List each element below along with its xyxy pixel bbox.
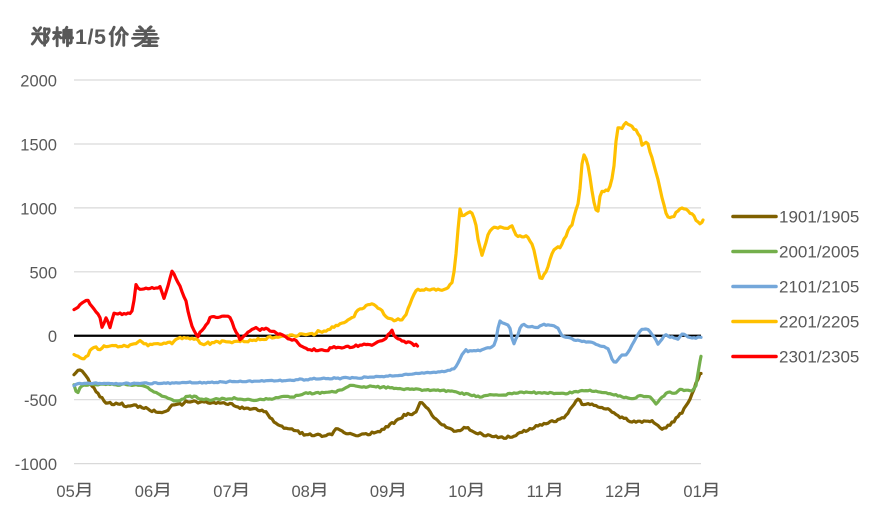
svg-text:1901/1905: 1901/1905: [779, 208, 859, 227]
svg-text:05: 05: [56, 483, 74, 501]
svg-text:1500: 1500: [20, 137, 57, 155]
svg-text:-500: -500: [24, 392, 57, 410]
svg-text:-1000: -1000: [15, 456, 57, 474]
svg-text:2101/2105: 2101/2105: [779, 278, 859, 297]
svg-text:07: 07: [213, 483, 231, 501]
svg-text:08: 08: [292, 483, 310, 501]
svg-text:1/5: 1/5: [75, 25, 106, 49]
svg-text:01: 01: [683, 483, 701, 501]
svg-text:1000: 1000: [20, 200, 57, 218]
svg-text:2201/2205: 2201/2205: [779, 313, 859, 332]
svg-text:06: 06: [135, 483, 153, 501]
svg-text:0: 0: [48, 328, 57, 346]
svg-text:2301/2305: 2301/2305: [779, 348, 859, 367]
svg-text:2000: 2000: [20, 73, 57, 91]
svg-text:12: 12: [605, 483, 623, 501]
svg-text:10: 10: [448, 483, 466, 501]
svg-text:09: 09: [370, 483, 388, 501]
svg-text:500: 500: [29, 264, 57, 282]
svg-text:2001/2005: 2001/2005: [779, 243, 859, 262]
svg-text:11: 11: [527, 483, 544, 501]
